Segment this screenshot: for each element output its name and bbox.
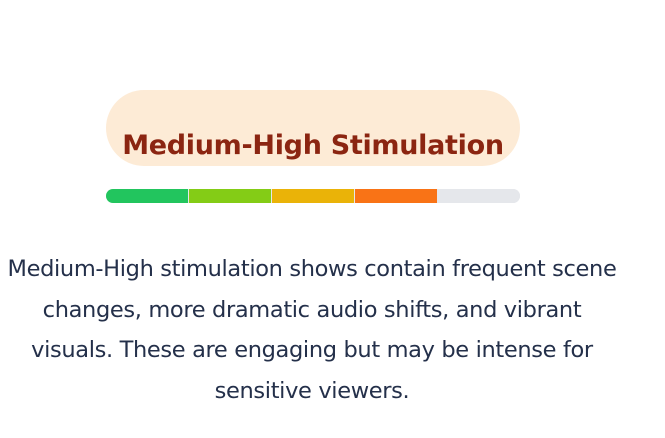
stimulation-meter bbox=[106, 189, 520, 203]
stimulation-description: Medium-High stimulation shows contain fr… bbox=[7, 256, 617, 404]
meter-segment-3 bbox=[272, 189, 354, 203]
meter-segment-5 bbox=[438, 189, 520, 203]
stimulation-level-badge: Medium-High Stimulation bbox=[106, 90, 520, 166]
meter-segment-1 bbox=[106, 189, 188, 203]
meter-segment-2 bbox=[189, 189, 271, 203]
stimulation-level-label: Medium-High Stimulation bbox=[122, 129, 504, 161]
meter-segment-4 bbox=[355, 189, 437, 203]
